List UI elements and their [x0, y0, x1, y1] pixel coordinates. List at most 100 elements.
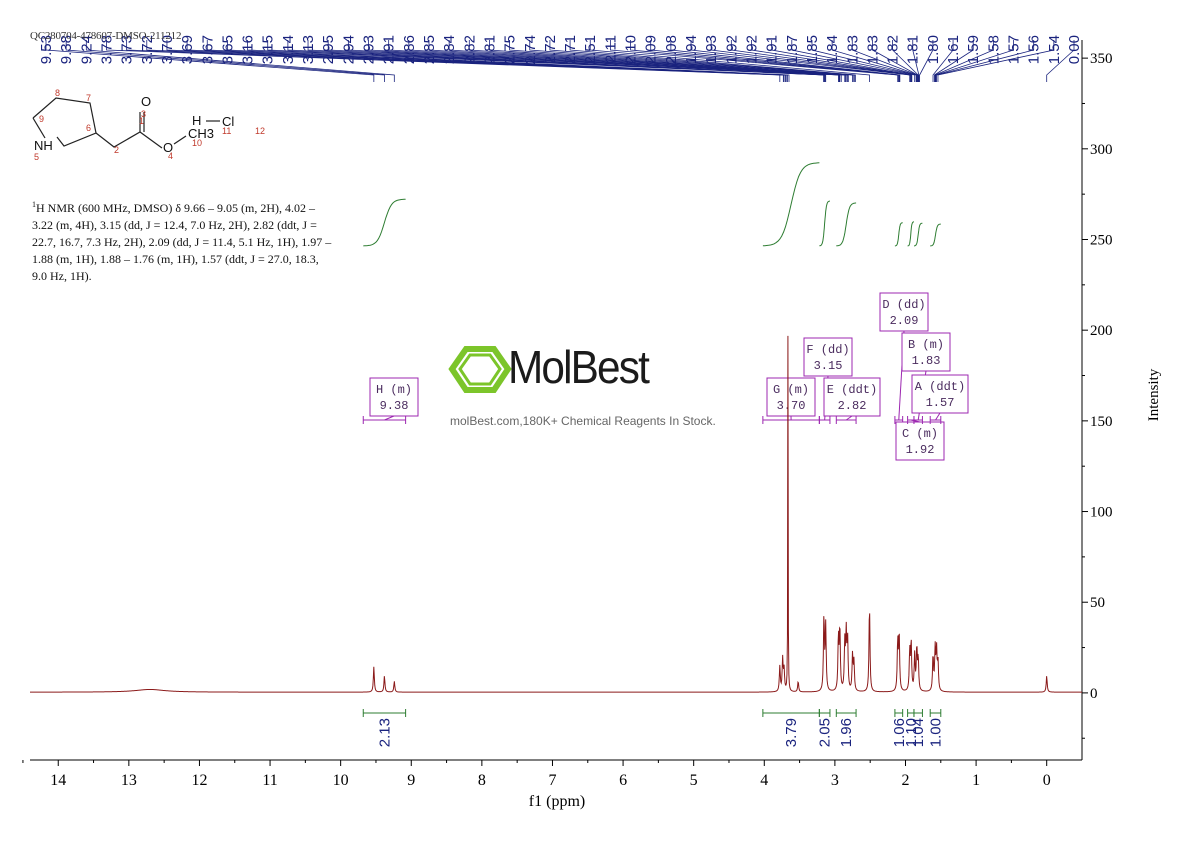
atom-number: 9	[39, 114, 44, 124]
y-tick-label: 250	[1090, 232, 1113, 248]
atom-number: 7	[86, 93, 91, 103]
peak-label: 9.24	[78, 35, 95, 64]
atom-number: 2	[114, 145, 119, 155]
peak-label: 9.53	[38, 35, 55, 64]
multiplet-shift: 1.83	[912, 354, 941, 368]
integral-value: 3.79	[783, 718, 800, 747]
peak-label: 3.13	[300, 35, 317, 64]
peak-label: 1.85	[804, 35, 821, 64]
integral-curve	[836, 202, 857, 247]
x-tick-label: 6	[619, 772, 627, 789]
peak-leader	[630, 40, 899, 82]
y-axis-label: Intensity	[1146, 368, 1162, 421]
integral-value: 2.13	[376, 718, 393, 747]
multiplet-connector	[384, 415, 395, 421]
atom-label: O	[141, 94, 151, 109]
integral-value: 1.00	[927, 718, 944, 747]
peak-leader	[106, 40, 781, 82]
peak-label: 1.57	[1006, 35, 1023, 64]
atom-number: 8	[55, 88, 60, 98]
peak-leader	[327, 40, 839, 82]
peak-leader	[912, 40, 920, 82]
peak-leader	[529, 40, 854, 82]
peak-leader	[408, 40, 846, 82]
multiplet-shift: 1.57	[926, 396, 955, 410]
peak-label: 3.72	[139, 35, 156, 64]
peak-leader	[549, 40, 856, 82]
peak-leader	[307, 40, 827, 82]
peak-label: 3.67	[199, 35, 216, 64]
peak-leader	[670, 40, 901, 82]
x-tick-label: 13	[121, 772, 137, 789]
peak-label: 3.65	[219, 35, 236, 64]
integral-bars: 2.13 3.79 2.05 1.96 1.061.101.04 1.00	[362, 709, 944, 747]
peak-label: 1.84	[824, 35, 841, 64]
integral-curve	[907, 221, 914, 247]
peak-leader	[934, 40, 974, 82]
atom-number: 3	[141, 109, 146, 119]
peak-leader	[468, 40, 848, 82]
atom-label: Cl	[222, 114, 234, 129]
atom-number: 5	[34, 152, 39, 162]
axes	[30, 40, 1083, 761]
peak-label: 2.81	[481, 35, 498, 64]
peak-leader	[936, 40, 1035, 82]
peak-leader	[811, 40, 917, 82]
peak-leader	[428, 40, 846, 82]
multiplet-connector	[935, 412, 941, 421]
multiplet-box: C (m) 1.92	[895, 416, 945, 461]
nmr-superscript: 1	[32, 200, 36, 209]
multiplet-box: H (m) 9.38	[362, 377, 419, 424]
peak-leader	[448, 40, 847, 82]
multiplet-annotations: H (m) 9.38 G (m) 3.70 F (dd) 3.15 E (ddt) 2.82 D…	[362, 292, 969, 461]
x-tick-label: 9	[407, 772, 415, 789]
molbest-logo-icon	[448, 346, 512, 393]
multiplet-shift: 2.09	[890, 314, 919, 328]
peak-label: 2.72	[542, 35, 559, 64]
x-tick-label: 11	[262, 772, 277, 789]
peak-label: 1.81	[905, 35, 922, 64]
y-tick-label: 150	[1090, 414, 1113, 430]
multiplet-box: D (dd) 2.09	[879, 292, 929, 424]
x-tick-label: 5	[690, 772, 698, 789]
peak-label: 2.86	[401, 35, 418, 64]
peak-label: 2.91	[381, 35, 398, 64]
peak-leader	[489, 40, 849, 82]
nmr-description-text: H NMR (600 MHz, DMSO) δ 9.66 – 9.05 (m, …	[32, 201, 332, 283]
multiplet-label: C (m)	[902, 427, 938, 441]
integral-curve	[819, 200, 831, 247]
peak-label: 2.93	[361, 35, 378, 64]
peak-leader	[287, 40, 826, 82]
multiplet-label: H (m)	[376, 383, 412, 397]
atom-label: NH	[34, 138, 53, 153]
peak-leader	[589, 40, 870, 82]
x-axis-label: f1 (ppm)	[529, 793, 585, 810]
x-tick-label: 3	[831, 772, 839, 789]
atom-number: 1	[139, 116, 144, 126]
y-tick-label: 300	[1090, 142, 1113, 158]
peak-leader	[368, 40, 841, 82]
peak-leader	[569, 40, 856, 82]
multiplet-box: A (ddt) 1.57	[911, 374, 969, 424]
x-axis-ticks: 14 13 12 11 10 9 8 7 6 5 4 3 2 1 0	[22, 760, 1051, 789]
peak-label: 1.83	[844, 35, 861, 64]
peak-leader	[919, 40, 934, 82]
peak-label: 3.70	[159, 35, 176, 64]
peak-leader	[186, 40, 787, 82]
multiplet-label: G (m)	[773, 383, 809, 397]
integral-curves	[363, 162, 941, 247]
atom-number: 10	[192, 138, 202, 148]
spectrum-trace	[30, 335, 1082, 693]
peak-leader	[388, 40, 842, 82]
x-tick-label: 7	[548, 772, 556, 789]
multiplet-label: D (dd)	[882, 298, 925, 312]
multiplet-connector	[845, 415, 853, 421]
nmr-description: 1H NMR (600 MHz, DMSO) δ 9.66 – 9.05 (m,…	[32, 196, 332, 285]
x-tick-label: 2	[901, 772, 909, 789]
peak-label: 1.56	[1026, 35, 1043, 64]
peak-label: 3.16	[240, 35, 257, 64]
peak-label: 0.00	[1066, 35, 1083, 64]
integral-value: 1.10	[903, 718, 920, 747]
